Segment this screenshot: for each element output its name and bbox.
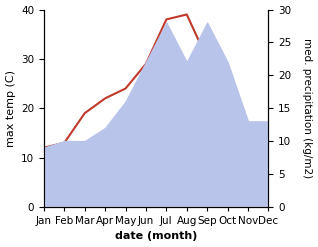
Y-axis label: med. precipitation (kg/m2): med. precipitation (kg/m2) [302, 38, 313, 178]
X-axis label: date (month): date (month) [115, 231, 197, 242]
Y-axis label: max temp (C): max temp (C) [5, 70, 16, 147]
